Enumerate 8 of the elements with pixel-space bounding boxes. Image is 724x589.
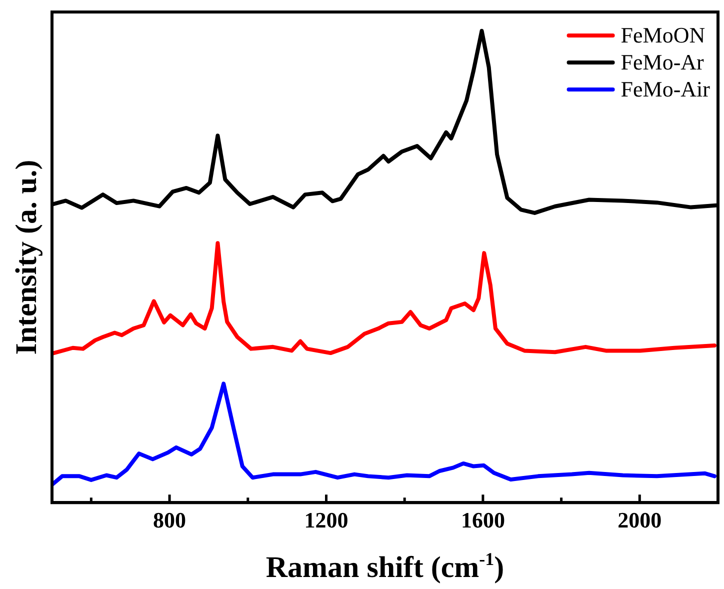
legend-label: FeMo-Air: [620, 76, 711, 102]
legend-label: FeMoON: [620, 22, 706, 48]
x-tick-label: 1600: [460, 507, 505, 532]
legend-label: FeMo-Ar: [620, 49, 705, 74]
x-tick-label: 2000: [618, 507, 662, 532]
x-tick-label: 800: [153, 507, 186, 532]
x-tick-label: 1200: [304, 507, 348, 532]
y-axis-title: Intensity (a. u.): [10, 160, 43, 355]
